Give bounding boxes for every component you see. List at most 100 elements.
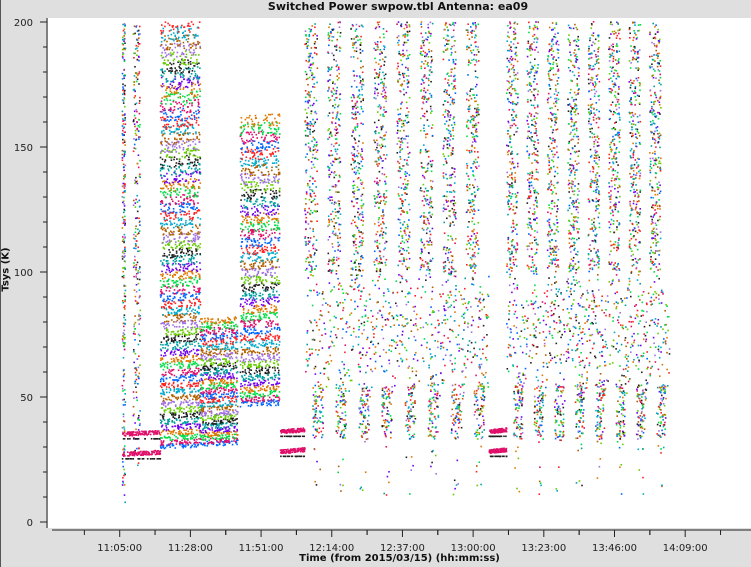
data-point	[172, 183, 175, 186]
data-point	[188, 333, 190, 336]
data-point	[209, 325, 212, 327]
data-point	[197, 101, 200, 103]
data-point	[180, 396, 182, 398]
data-point	[181, 24, 183, 27]
data-point	[180, 219, 183, 221]
data-point	[183, 356, 186, 359]
data-point	[177, 349, 180, 351]
data-point	[170, 167, 173, 169]
data-point	[176, 51, 179, 54]
data-point	[170, 442, 172, 445]
data-point	[194, 437, 197, 439]
data-point	[123, 314, 126, 316]
data-point	[186, 397, 189, 400]
data-point	[123, 205, 126, 207]
data-point	[183, 213, 185, 216]
data-point	[183, 369, 186, 371]
data-point	[273, 378, 276, 381]
data-point	[193, 312, 195, 314]
data-point	[196, 137, 198, 140]
data-point	[235, 351, 237, 354]
data-point	[191, 363, 194, 366]
data-point	[175, 241, 177, 243]
data-point	[180, 114, 182, 116]
data-point	[176, 348, 178, 351]
data-point	[137, 270, 139, 272]
data-point	[166, 87, 168, 90]
data-point	[161, 358, 164, 360]
data-point	[194, 240, 196, 243]
data-point	[208, 397, 210, 400]
data-point	[135, 108, 138, 111]
data-point	[224, 430, 227, 432]
data-point	[223, 341, 225, 344]
data-point	[165, 329, 168, 332]
data-point	[228, 438, 230, 440]
data-point	[164, 220, 166, 222]
data-point	[171, 198, 173, 201]
data-point	[154, 430, 157, 432]
data-point	[191, 282, 194, 285]
data-point	[196, 398, 198, 401]
data-point	[196, 77, 199, 79]
data-point	[196, 61, 198, 63]
data-point	[263, 389, 266, 391]
data-point	[258, 394, 260, 396]
data-point	[167, 312, 170, 314]
data-point	[260, 402, 263, 404]
data-point	[133, 119, 135, 121]
data-point	[169, 70, 171, 72]
data-point	[173, 254, 175, 256]
data-point	[135, 452, 138, 454]
data-point	[124, 319, 127, 321]
data-point	[134, 295, 137, 298]
data-point	[256, 404, 259, 407]
data-point	[228, 435, 230, 437]
data-point	[134, 255, 136, 258]
data-point	[226, 408, 228, 410]
data-point	[183, 379, 185, 382]
data-point	[171, 361, 173, 363]
data-point	[174, 396, 177, 399]
data-point	[193, 51, 196, 54]
data-point	[158, 430, 160, 432]
data-point	[199, 400, 201, 403]
data-point	[225, 385, 228, 388]
data-point	[171, 443, 174, 445]
data-point	[221, 412, 223, 415]
data-point	[195, 35, 197, 37]
data-point	[183, 429, 185, 431]
data-point	[174, 71, 176, 73]
data-point	[181, 249, 183, 251]
data-point	[121, 153, 124, 156]
data-point	[235, 400, 238, 403]
data-point	[277, 373, 280, 376]
data-point	[192, 185, 194, 188]
data-point	[201, 318, 203, 320]
data-point	[179, 305, 182, 307]
data-point	[142, 454, 144, 456]
data-point	[215, 341, 218, 343]
data-point	[204, 337, 206, 340]
data-point	[123, 472, 126, 475]
data-point	[176, 120, 179, 123]
data-point	[133, 81, 135, 83]
data-point	[175, 280, 178, 282]
data-point	[122, 182, 125, 185]
data-point	[213, 414, 216, 416]
data-point	[165, 430, 168, 432]
data-point	[177, 263, 180, 265]
data-point	[268, 400, 271, 402]
data-point	[195, 248, 197, 250]
data-point	[277, 377, 280, 379]
data-point	[216, 353, 218, 356]
data-point	[175, 38, 178, 40]
data-point	[194, 309, 196, 311]
data-point	[183, 445, 186, 447]
data-point	[275, 383, 278, 385]
data-point	[123, 379, 125, 382]
data-point	[197, 231, 200, 233]
data-point	[177, 396, 180, 399]
data-point	[124, 164, 127, 167]
data-point	[229, 418, 231, 421]
